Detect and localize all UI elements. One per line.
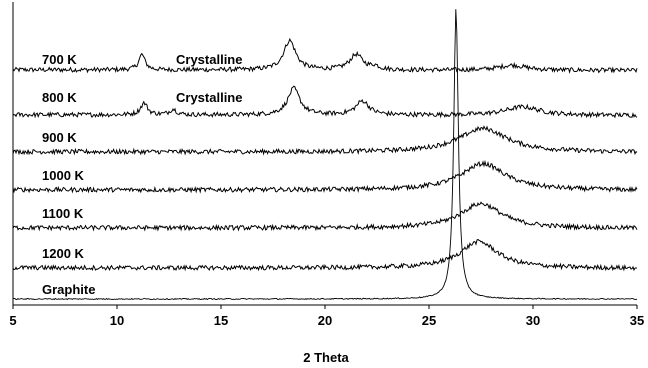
trace-label: 900 K [42,130,77,145]
x-axis-title: 2 Theta [303,350,349,365]
trace-800-k [12,85,638,119]
trace-label: 1100 K [42,206,84,221]
trace-label: 1200 K [42,246,85,261]
x-tick-label: 20 [318,313,332,328]
x-tick-label: 30 [526,313,540,328]
x-tick-label: 5 [9,313,16,328]
xrd-traces [12,9,638,301]
x-tick-label: 10 [110,313,124,328]
x-axis-ticks: 5 10 15 20 25 30 35 [9,305,644,328]
trace-label: 700 K [42,52,77,67]
trace-900-k [12,125,638,156]
trace-label: Graphite [42,282,95,297]
x-tick-label: 25 [422,313,436,328]
trace-note-crystalline: Crystalline [176,90,242,105]
trace-700-k [12,37,638,74]
trace-labels: 700 K Crystalline 800 K Crystalline 900 K 100… [42,52,242,297]
trace-1000-k [12,159,638,194]
trace-label: 1000 K [42,168,85,183]
trace-note-crystalline: Crystalline [176,52,242,67]
x-tick-label: 35 [630,313,644,328]
plot-frame [12,2,637,306]
x-tick-label: 15 [214,313,228,328]
trace-graphite [12,9,638,301]
trace-1200-k [12,238,638,272]
trace-label: 800 K [42,90,77,105]
trace-1100-k [12,201,638,232]
